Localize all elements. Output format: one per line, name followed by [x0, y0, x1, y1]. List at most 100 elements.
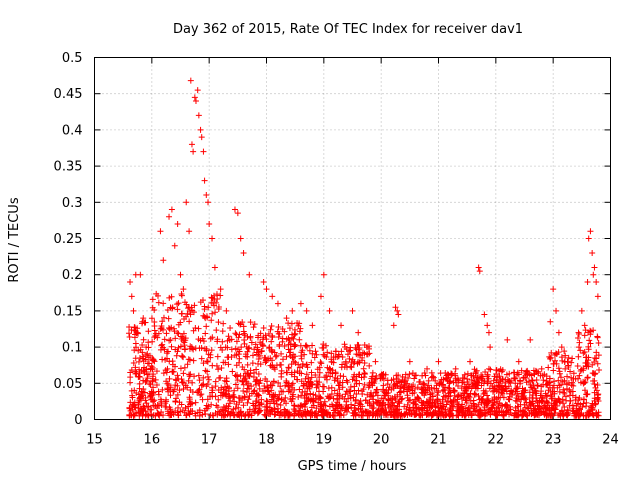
data-point: [324, 393, 331, 400]
data-point: [185, 356, 192, 363]
data-point: [191, 94, 198, 101]
data-point: [399, 373, 406, 380]
data-point: [399, 395, 406, 402]
data-point: [551, 378, 558, 385]
data-point: [145, 344, 152, 351]
data-point: [347, 344, 354, 351]
data-point: [386, 384, 393, 391]
data-point: [493, 408, 500, 415]
data-point: [562, 393, 569, 400]
data-point: [318, 360, 325, 367]
data-point: [292, 342, 299, 349]
data-point: [372, 389, 379, 396]
data-point: [187, 77, 194, 84]
data-point: [424, 365, 431, 372]
data-point: [201, 407, 208, 414]
data-point: [491, 394, 498, 401]
y-tick-label: 0.3: [62, 196, 83, 211]
data-point: [291, 402, 298, 409]
data-point: [319, 383, 326, 390]
data-point: [172, 382, 179, 389]
data-point: [295, 361, 302, 368]
data-point: [213, 299, 220, 306]
data-point: [184, 305, 191, 312]
data-point: [493, 370, 500, 377]
data-point: [429, 412, 436, 419]
data-point: [396, 406, 403, 413]
data-point: [228, 336, 235, 343]
data-point: [250, 388, 257, 395]
data-point: [572, 394, 579, 401]
data-point: [189, 345, 196, 352]
data-point: [429, 390, 436, 397]
data-point: [198, 391, 205, 398]
data-point: [574, 335, 581, 342]
data-point: [562, 352, 569, 359]
data-point: [484, 371, 491, 378]
data-point: [520, 392, 527, 399]
data-point: [169, 361, 176, 368]
data-point: [173, 352, 180, 359]
chart-title: Day 362 of 2015, Rate Of TEC Index for r…: [173, 22, 523, 37]
data-point: [595, 409, 602, 416]
data-point: [458, 395, 465, 402]
data-point: [145, 354, 152, 361]
data-point: [291, 402, 298, 409]
x-tick-label: 20: [373, 433, 390, 448]
data-point: [343, 377, 350, 384]
data-point: [141, 404, 148, 411]
data-point: [471, 377, 478, 384]
data-point: [182, 345, 189, 352]
data-point: [412, 401, 419, 408]
data-point: [283, 378, 290, 385]
data-point: [472, 382, 479, 389]
data-point: [350, 409, 357, 416]
data-point: [189, 408, 196, 415]
data-point: [205, 403, 212, 410]
data-point: [186, 228, 193, 235]
data-point: [167, 392, 174, 399]
data-point: [238, 412, 245, 419]
data-point: [500, 394, 507, 401]
data-point: [577, 347, 584, 354]
data-point: [166, 213, 173, 220]
data-point: [207, 351, 214, 358]
data-point: [181, 315, 188, 322]
data-point: [479, 397, 486, 404]
data-point: [444, 398, 451, 405]
data-point: [135, 391, 142, 398]
data-point: [291, 341, 298, 348]
data-point: [415, 395, 422, 402]
data-point: [581, 348, 588, 355]
data-point: [187, 401, 194, 408]
data-point: [144, 375, 151, 382]
data-point: [165, 410, 172, 417]
data-point: [259, 342, 266, 349]
data-point: [296, 336, 303, 343]
data-point: [324, 364, 331, 371]
data-point: [209, 334, 216, 341]
data-point: [217, 286, 224, 293]
data-point: [580, 350, 587, 357]
data-point: [178, 310, 185, 317]
data-point: [498, 368, 505, 375]
data-point: [581, 322, 588, 329]
data-point: [281, 406, 288, 413]
data-point: [308, 369, 315, 376]
data-point: [476, 268, 483, 275]
data-point: [264, 404, 271, 411]
data-point: [296, 328, 303, 335]
data-point: [174, 409, 181, 416]
data-point: [387, 403, 394, 410]
data-point: [315, 408, 322, 415]
data-point: [321, 398, 328, 405]
data-point: [172, 398, 179, 405]
data-point: [275, 395, 282, 402]
data-point: [178, 401, 185, 408]
data-point: [366, 412, 373, 419]
data-point: [419, 412, 426, 419]
data-point: [177, 319, 184, 326]
data-point: [552, 399, 559, 406]
data-point: [352, 344, 359, 351]
data-point: [329, 370, 336, 377]
